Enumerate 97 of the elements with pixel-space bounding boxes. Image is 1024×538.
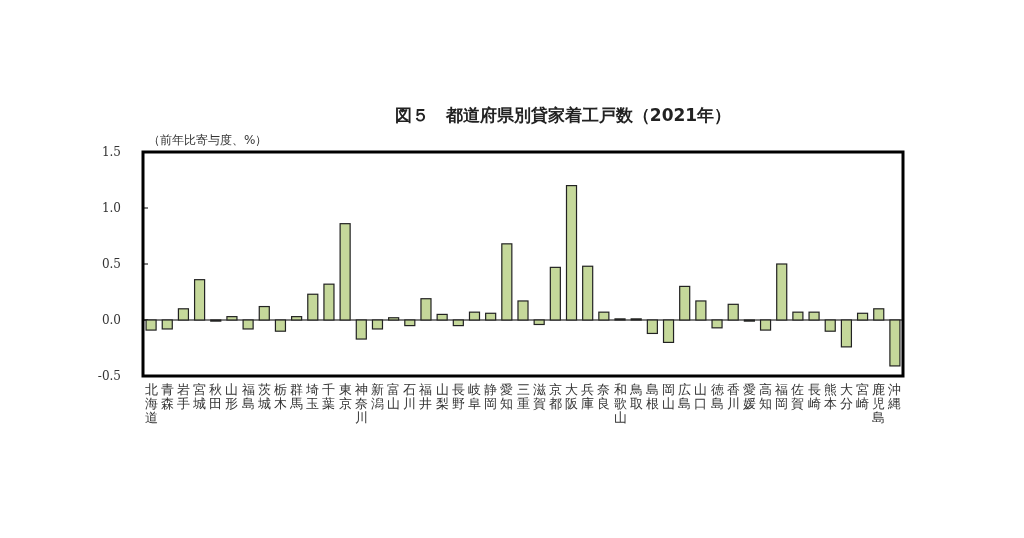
x-tick-label: 島根 <box>645 382 659 411</box>
x-tick-label: 福井 <box>419 382 433 411</box>
bar <box>436 313 448 321</box>
x-tick-label: 大分 <box>839 382 853 411</box>
x-tick-label: 熊本 <box>823 382 837 411</box>
x-tick-label: 山口 <box>694 382 708 411</box>
bar <box>226 316 238 321</box>
bar <box>339 223 351 321</box>
x-tick-label: 滋賀 <box>532 382 546 411</box>
x-tick-label: 三重 <box>516 382 530 411</box>
x-tick-label: 岩手 <box>176 382 190 411</box>
x-tick-label: 埼玉 <box>305 382 320 411</box>
x-tick-label: 神奈川 <box>354 382 368 425</box>
x-tick-label: 奈良 <box>597 382 611 411</box>
x-tick-label: 青森 <box>160 382 174 411</box>
y-tick-label: 1.0 <box>101 201 121 215</box>
x-tick-label: 宮崎 <box>856 382 870 411</box>
x-tick-label: 福島 <box>241 382 255 411</box>
x-tick-label: 沖縄 <box>887 382 902 411</box>
bar <box>695 300 707 321</box>
x-tick-label: 福岡 <box>775 382 789 411</box>
bar <box>565 185 578 321</box>
x-tick-label: 茨城 <box>256 382 271 411</box>
bar <box>258 305 270 321</box>
y-tick-label: 1.5 <box>101 145 121 159</box>
y-tick-label: 0.5 <box>101 257 121 271</box>
bar <box>323 283 335 321</box>
x-tick-label: 大阪 <box>565 382 579 411</box>
y-axis-title: （前年比寄与度、%） <box>148 133 268 147</box>
x-tick-label: 鹿児島 <box>872 382 886 425</box>
x-tick-label: 山形 <box>225 382 239 411</box>
bar <box>371 319 384 330</box>
bar <box>662 319 675 343</box>
bar <box>193 279 206 321</box>
x-tick-label: 北海道 <box>144 382 158 425</box>
bar <box>468 311 481 321</box>
bar <box>517 300 529 321</box>
x-tick-label: 徳島 <box>710 382 724 411</box>
bar <box>776 263 788 321</box>
x-tick-label: 鳥取 <box>628 382 643 411</box>
x-tick-label: 広島 <box>678 382 692 411</box>
x-tick-label: 山梨 <box>435 382 449 411</box>
bar <box>582 265 594 321</box>
y-tick-label: 0.0 <box>101 313 121 327</box>
y-tick-label: -0.5 <box>97 369 121 383</box>
bar <box>856 312 869 321</box>
chart-title: 図５ 都道府県別貸家着工戸数（2021年） <box>394 105 732 125</box>
bar <box>808 311 820 321</box>
bar <box>388 317 400 321</box>
x-tick-label: 新潟 <box>370 382 384 411</box>
bar <box>420 298 432 321</box>
bar <box>452 319 464 327</box>
x-tick-label: 富山 <box>387 382 401 411</box>
x-tick-label: 愛媛 <box>742 382 756 411</box>
bar <box>242 319 254 330</box>
x-tick-label: 高知 <box>759 382 773 411</box>
bar <box>711 319 723 329</box>
x-tick-label: 長野 <box>451 382 465 411</box>
x-tick-label: 佐賀 <box>791 382 805 411</box>
x-tick-label: 栃木 <box>273 382 287 411</box>
x-tick-label: 愛知 <box>500 382 514 411</box>
bar <box>549 266 561 321</box>
x-tick-label: 香川 <box>726 382 740 411</box>
bar <box>727 303 739 321</box>
bar <box>889 319 901 367</box>
bar <box>145 319 157 331</box>
bar <box>679 285 691 321</box>
bar <box>792 311 804 321</box>
x-tick-label: 千葉 <box>322 382 336 411</box>
x-tick-label: 兵庫 <box>581 382 595 411</box>
x-tick-label: 宮城 <box>192 382 207 411</box>
bar <box>291 316 303 321</box>
bar <box>501 243 513 321</box>
bar <box>598 311 610 321</box>
x-tick-label: 東京 <box>338 382 352 411</box>
bar <box>840 319 853 348</box>
bar <box>646 319 658 335</box>
x-tick-label: 長崎 <box>807 382 821 411</box>
x-tick-label: 京都 <box>548 382 562 411</box>
bar <box>485 312 497 321</box>
bar <box>824 319 836 332</box>
bar <box>404 319 416 327</box>
bar <box>274 319 287 332</box>
x-tick-label: 岡山 <box>662 382 676 411</box>
bar <box>307 293 319 321</box>
x-tick-label: 静岡 <box>484 382 498 411</box>
bar <box>873 308 885 321</box>
bar <box>177 308 190 321</box>
bar <box>533 319 545 326</box>
x-tick-label: 群馬 <box>289 382 304 411</box>
x-tick-label: 石川 <box>403 382 417 411</box>
x-tick-label: 岐阜 <box>467 382 481 411</box>
x-tick-label: 秋田 <box>209 382 223 411</box>
bar <box>759 319 772 331</box>
bar <box>355 319 367 340</box>
bar <box>161 319 173 330</box>
x-tick-label: 和歌山 <box>613 382 627 425</box>
